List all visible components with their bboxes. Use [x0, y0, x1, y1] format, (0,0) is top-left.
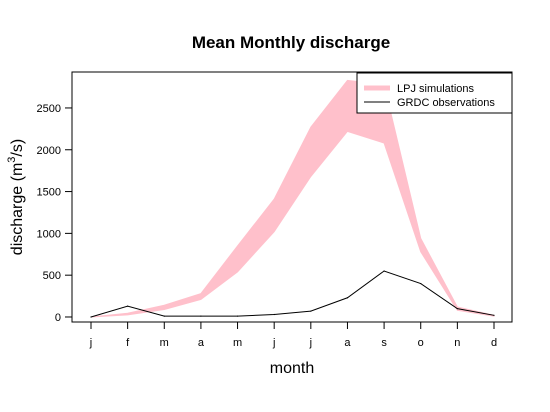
plot-frame [71, 71, 513, 323]
legend-label-grdc: GRDC observations [397, 97, 495, 109]
y-tick-label: 0 [55, 312, 61, 324]
x-tick-label: d [491, 337, 497, 349]
grdc-point [310, 310, 312, 312]
lpj-band-layer [90, 79, 495, 318]
x-axis-label: month [270, 360, 314, 377]
grdc-point [346, 297, 349, 299]
y-axis-label-superscript: 3 [6, 157, 18, 163]
y-axis-label: discharge (m3/s) [6, 139, 26, 255]
y-axis: 0 500 1000 1500 2000 2500 [37, 103, 72, 324]
grdc-point [127, 305, 129, 307]
grdc-point [420, 282, 422, 285]
chart-title: Mean Monthly discharge [192, 33, 390, 52]
x-tick-label: a [344, 337, 351, 349]
x-tick-label: j [89, 337, 92, 349]
y-tick-label: 1500 [37, 187, 61, 199]
grdc-point [90, 316, 92, 318]
grdc-point [273, 313, 275, 316]
x-tick-label: j [309, 337, 312, 349]
x-tick-label: o [418, 337, 424, 349]
y-axis-label-tail: /s) [9, 139, 26, 157]
legend-label-lpj: LPJ simulations [397, 83, 475, 95]
y-axis-label-main: discharge (m [9, 163, 26, 255]
y-tick-label: 500 [43, 270, 61, 282]
y-tick-label: 1000 [37, 228, 61, 240]
x-tick-label: n [454, 337, 460, 349]
grdc-point [493, 314, 495, 316]
x-tick-label: a [198, 337, 205, 349]
grdc-point [383, 270, 385, 272]
y-tick-label: 2500 [37, 103, 61, 115]
grdc-point [200, 315, 202, 317]
x-tick-label: j [272, 337, 275, 349]
grdc-line-layer [90, 270, 495, 318]
x-tick-label: m [233, 337, 242, 349]
x-tick-label: m [160, 337, 169, 349]
grdc-point [163, 315, 165, 317]
legend-box [356, 72, 513, 114]
x-tick-label: f [126, 337, 130, 349]
grdc-point [456, 308, 458, 310]
legend: LPJ simulations GRDC observations [356, 72, 513, 114]
grdc-observation-line [90, 270, 495, 318]
x-tick-label: s [381, 337, 387, 349]
grdc-point [236, 315, 239, 317]
y-tick-label: 2000 [37, 145, 61, 157]
lpj-simulation-band [90, 79, 495, 318]
